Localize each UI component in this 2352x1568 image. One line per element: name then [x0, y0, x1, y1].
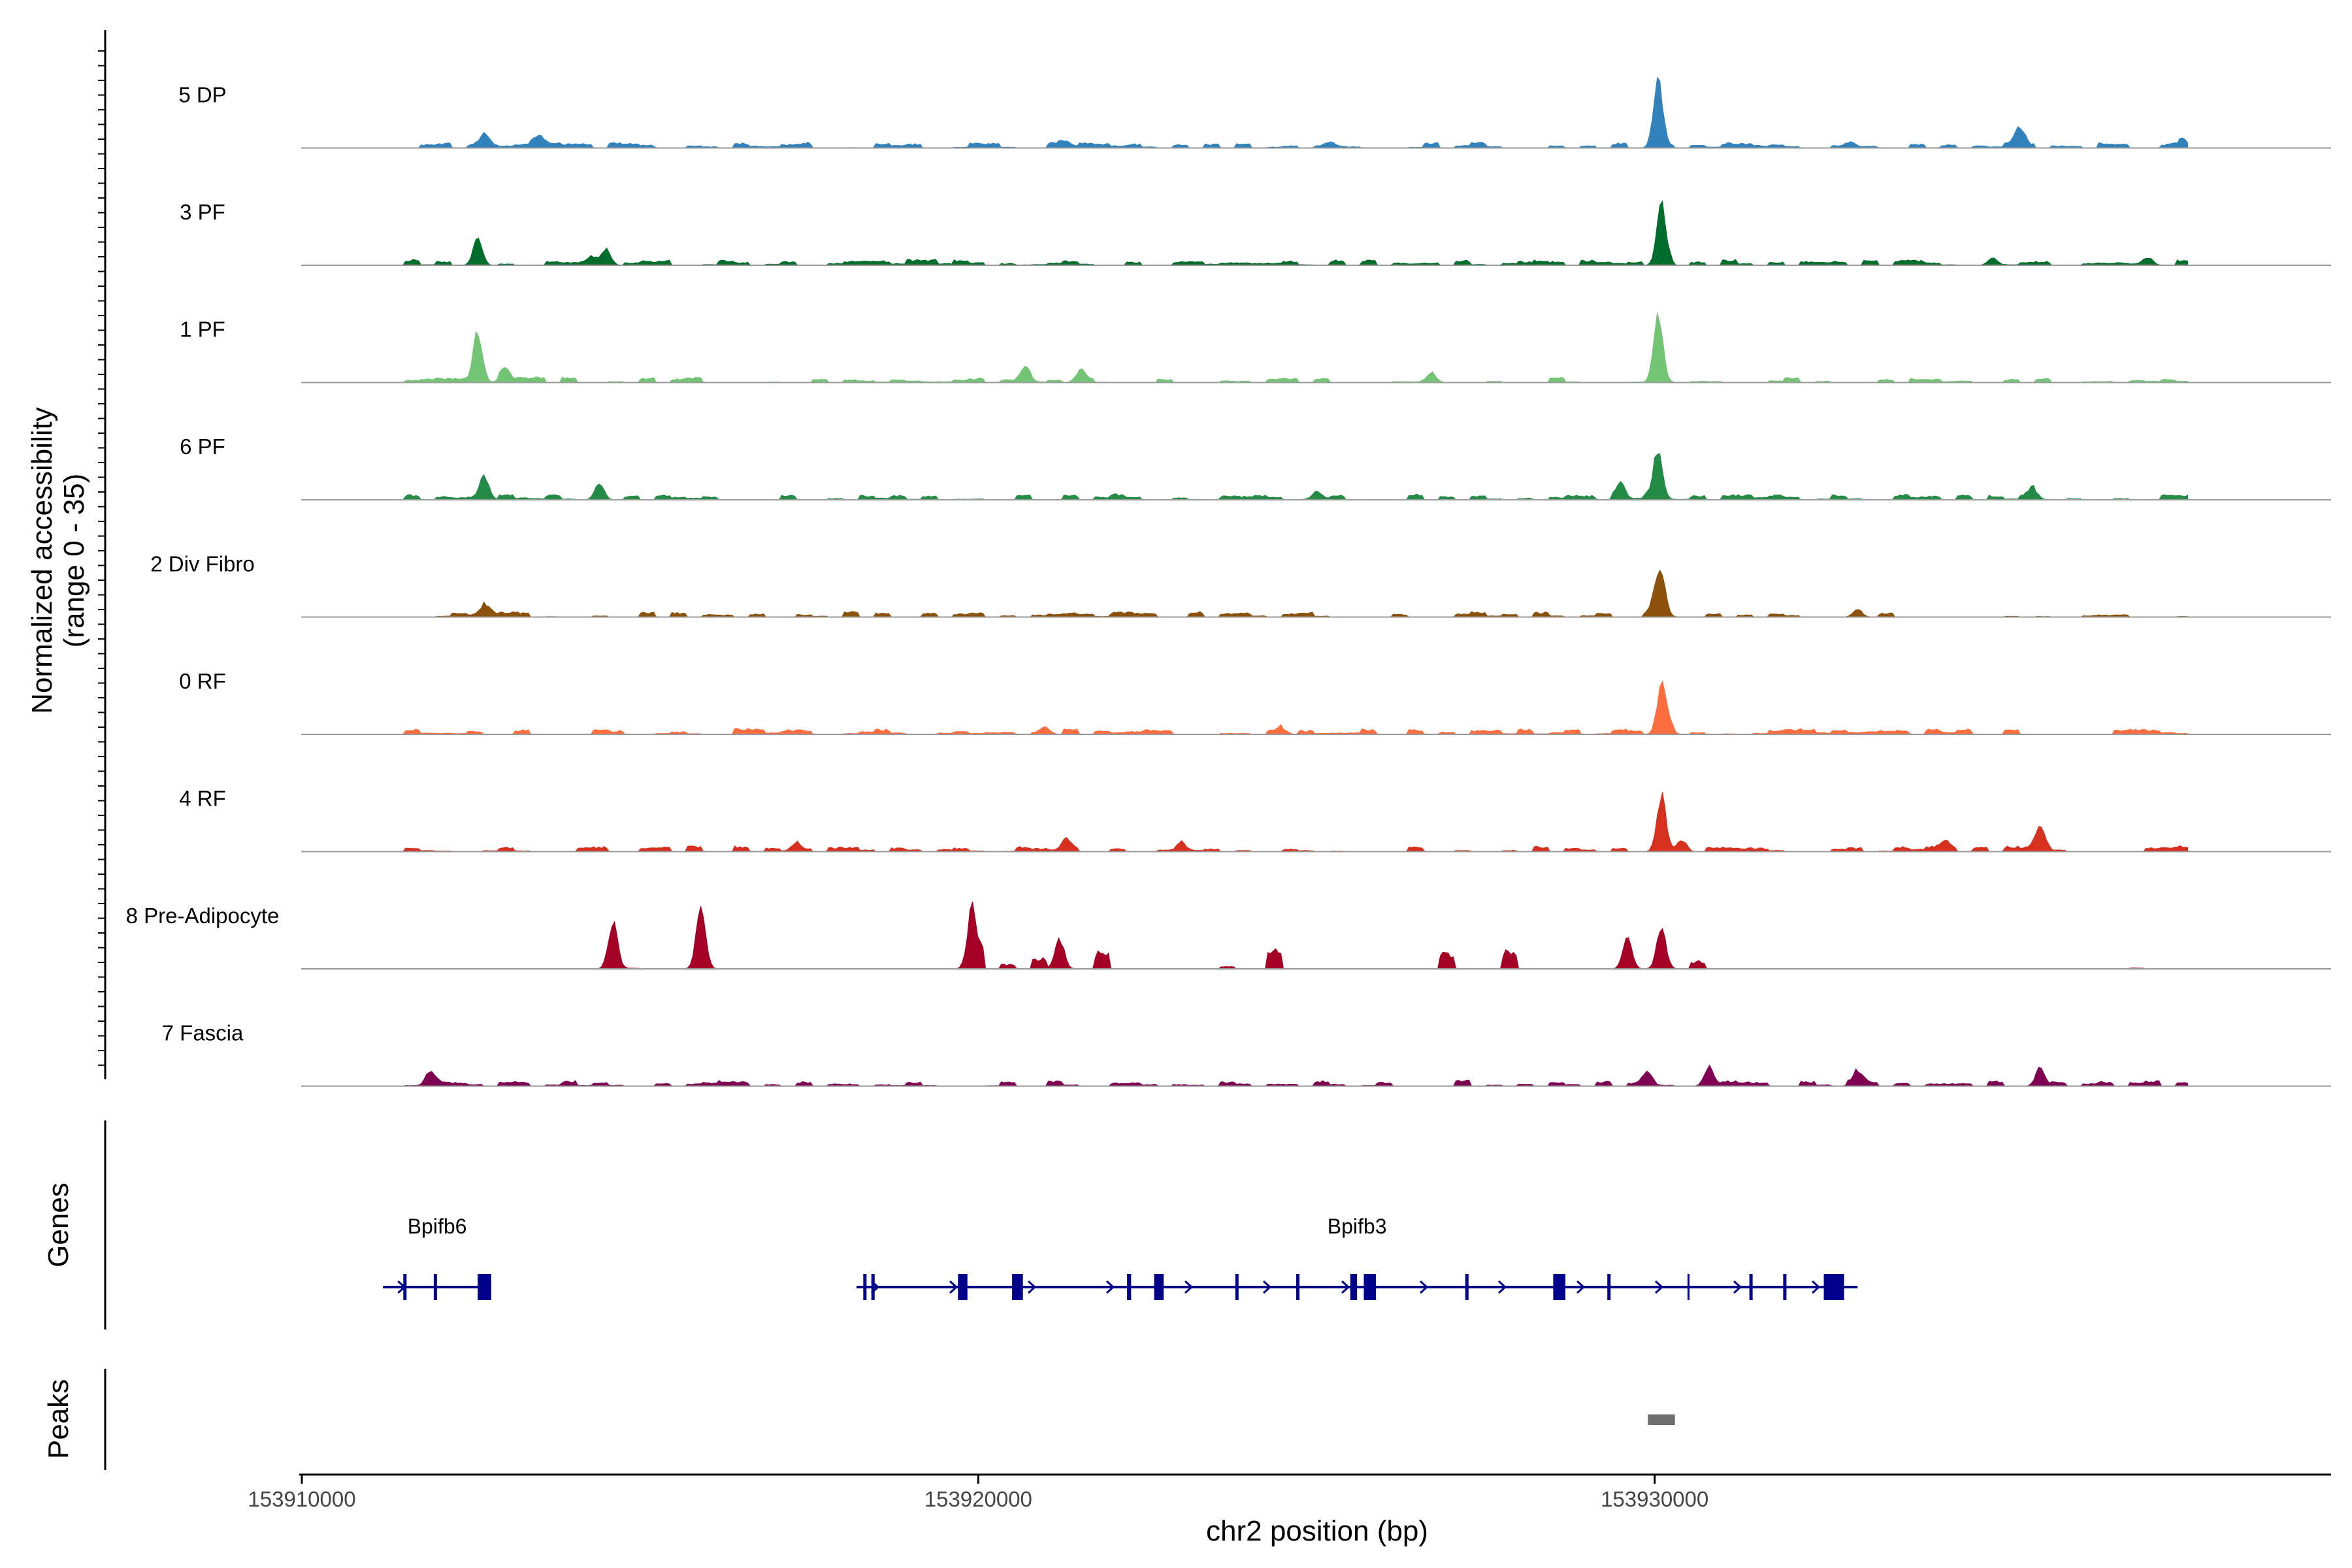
gene-bpifb6: Bpifb6	[383, 1215, 491, 1300]
strand-arrow	[1576, 1280, 1586, 1294]
exon	[1465, 1274, 1469, 1300]
track-5-dp: 5 DP	[178, 76, 2331, 149]
exon	[1749, 1274, 1753, 1300]
strand-arrow	[1811, 1280, 1821, 1294]
exon	[1235, 1274, 1239, 1300]
track-1-pf: 1 PF	[180, 312, 2331, 384]
coverage-signal	[389, 569, 2189, 617]
track-0-rf: 0 RF	[179, 669, 2331, 735]
coverage-y-axis-ticks	[98, 50, 105, 1066]
track-label: 1 PF	[180, 318, 225, 342]
exon	[478, 1274, 491, 1300]
x-tick-label: 153910000	[248, 1487, 355, 1511]
exon	[1607, 1274, 1611, 1300]
coverage-signal	[389, 312, 2189, 383]
exon	[433, 1274, 437, 1300]
exon	[1296, 1274, 1299, 1300]
exon	[403, 1274, 407, 1300]
genes-panel-title: Genes	[42, 1183, 74, 1267]
strand-arrow	[1184, 1280, 1194, 1294]
exon	[958, 1274, 968, 1300]
exon	[863, 1274, 867, 1300]
y-axis-title-line2: (range 0 - 35)	[58, 474, 90, 648]
track-7-fascia: 7 Fascia	[162, 1021, 2331, 1087]
track-label: 8 Pre-Adipocyte	[126, 904, 280, 928]
strand-arrow	[1341, 1280, 1350, 1294]
genes-panel: Bpifb6 Bpifb3	[383, 1215, 1858, 1300]
x-axis-ticks: 153910000 153920000 153930000	[248, 1475, 1708, 1511]
x-tick-label: 153920000	[924, 1487, 1032, 1511]
x-axis-title: chr2 position (bp)	[1206, 1515, 1428, 1547]
coverage-signal	[389, 680, 2189, 735]
y-axis-title-line1: Normalized accessibility	[26, 407, 58, 713]
track-4-rf: 4 RF	[179, 787, 2331, 853]
coverage-signal	[389, 792, 2189, 852]
exon	[1350, 1274, 1358, 1300]
track-label: 6 PF	[180, 434, 225, 459]
gene-name: Bpifb3	[1328, 1215, 1387, 1238]
x-tick-label: 153930000	[1601, 1487, 1708, 1511]
track-2-div-fibro: 2 Div Fibro	[150, 552, 2331, 618]
exon	[871, 1274, 875, 1300]
coverage-signal	[389, 76, 2189, 148]
track-label: 2 Div Fibro	[150, 552, 255, 576]
track-8-pre-adipocyte: 8 Pre-Adipocyte	[126, 902, 2331, 970]
gene-bpifb3: Bpifb3	[856, 1215, 1858, 1300]
track-6-pf: 6 PF	[180, 434, 2331, 500]
gene-name: Bpifb6	[408, 1215, 467, 1238]
coverage-tracks: 5 DP 3 PF 1 PF 6 PF 2 Div Fibro 0 RF 4 RF 8 Pre…	[126, 76, 2331, 1087]
exon	[1154, 1274, 1164, 1300]
track-3-pf: 3 PF	[180, 200, 2331, 266]
strand-arrow	[1262, 1280, 1272, 1294]
strand-arrow	[1654, 1280, 1664, 1294]
exon	[1783, 1274, 1787, 1300]
exon	[1127, 1274, 1132, 1300]
coverage-signal	[389, 200, 2189, 266]
peak-region	[1648, 1414, 1675, 1425]
peaks-panel-title: Peaks	[42, 1379, 74, 1459]
track-label: 5 DP	[178, 83, 226, 107]
strand-arrow	[949, 1280, 958, 1294]
track-label: 7 Fascia	[162, 1021, 244, 1045]
strand-arrow	[1419, 1280, 1429, 1294]
track-label: 4 RF	[179, 787, 226, 811]
strand-arrow	[1105, 1280, 1115, 1294]
coverage-signal	[389, 902, 2188, 970]
exon	[1823, 1274, 1844, 1300]
exon	[1012, 1274, 1023, 1300]
strand-arrow	[1027, 1280, 1037, 1294]
exon	[1364, 1274, 1377, 1300]
coverage-signal	[389, 453, 2189, 500]
strand-arrow	[1497, 1280, 1507, 1294]
strand-arrow	[1733, 1280, 1742, 1294]
track-label: 3 PF	[180, 200, 225, 224]
peaks-panel	[1648, 1414, 1675, 1425]
track-label: 0 RF	[179, 669, 226, 693]
exon	[1553, 1274, 1566, 1300]
coverage-signal	[389, 1064, 2189, 1086]
